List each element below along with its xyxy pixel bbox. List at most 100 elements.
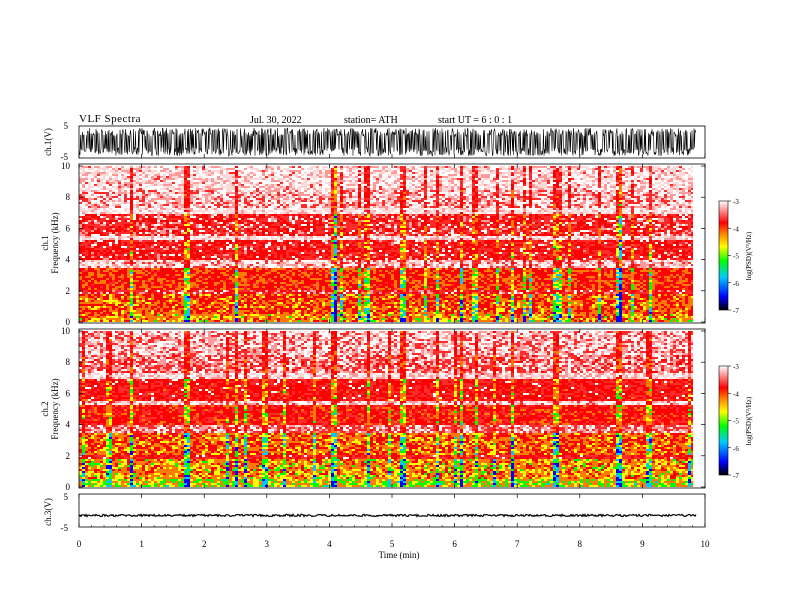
spectrogram-cell: [166, 236, 169, 238]
spectrogram-cell: [172, 260, 175, 262]
spectrogram-cell: [154, 228, 157, 230]
spectrogram-cell: [112, 168, 115, 170]
spectrogram-cell: [265, 252, 268, 254]
spectrogram-cell: [253, 232, 256, 234]
spectrogram-cell: [265, 254, 268, 256]
spectrogram-cell: [268, 198, 271, 200]
spectrogram-cell: [85, 188, 88, 190]
spectrogram-cell: [91, 228, 94, 230]
spectrogram-cell: [133, 306, 136, 308]
spectrogram-cell: [82, 226, 85, 228]
spectrogram-cell: [229, 210, 232, 212]
spectrogram-cell: [88, 220, 91, 222]
spectrogram-cell: [190, 314, 193, 316]
spectrogram-cell: [199, 198, 202, 200]
spectrogram-cell: [214, 314, 217, 316]
spectrogram-cell: [145, 266, 148, 268]
spectrogram-cell: [163, 192, 166, 194]
spectrogram-cell: [109, 218, 112, 220]
spectrogram-cell: [91, 308, 94, 310]
spectrogram-cell: [217, 302, 220, 304]
spectrogram-cell: [184, 190, 187, 192]
spectrogram-cell: [271, 312, 274, 314]
spectrogram-cell: [118, 312, 121, 314]
spectrogram-cell: [250, 308, 253, 310]
spectrogram-cell: [172, 190, 175, 192]
spectrogram-cell: [196, 198, 199, 200]
spectrogram-cell: [151, 262, 154, 264]
spectrogram-cell: [244, 294, 247, 296]
spectrogram-cell: [91, 232, 94, 234]
spectrogram-cell: [94, 316, 97, 318]
spectrogram-cell: [163, 246, 166, 248]
spectrogram-cell: [253, 294, 256, 296]
spectrogram-cell: [142, 176, 145, 178]
spectrogram-cell: [100, 320, 103, 322]
spectrogram-cell: [196, 178, 199, 180]
spectrogram-cell: [94, 222, 97, 224]
spectrogram-cell: [193, 258, 196, 260]
spectrogram-cell: [217, 238, 220, 240]
spectrogram-cell: [130, 166, 133, 168]
spectrogram-cell: [100, 312, 103, 314]
spectrogram-cell: [163, 234, 166, 236]
spectrogram-cell: [265, 220, 268, 222]
spectrogram-cell: [205, 266, 208, 268]
spectrogram-cell: [196, 232, 199, 234]
spectrogram-cell: [82, 166, 85, 168]
spectrogram-cell: [148, 220, 151, 222]
spectrogram-cell: [91, 250, 94, 252]
spectrogram-cell: [133, 284, 136, 286]
spectrogram-cell: [145, 256, 148, 258]
spectrogram-cell: [82, 212, 85, 214]
spectrogram-cell: [283, 292, 286, 294]
spectrogram-cell: [172, 298, 175, 300]
spectrogram-cell: [205, 314, 208, 316]
spectrogram-cell: [133, 184, 136, 186]
spectrogram-cell: [202, 228, 205, 230]
spectrogram-cell: [166, 244, 169, 246]
spectrogram-cell: [244, 246, 247, 248]
spectrogram-cell: [205, 202, 208, 204]
spectrogram-cell: [214, 228, 217, 230]
spectrogram-cell: [130, 316, 133, 318]
spectrogram-cell: [88, 172, 91, 174]
spectrogram-cell: [151, 282, 154, 284]
spectrogram-cell: [79, 236, 82, 238]
spectrogram-cell: [211, 180, 214, 182]
spectrogram-cell: [304, 262, 307, 264]
spectrogram-cell: [166, 214, 169, 216]
spectrogram-cell: [127, 232, 130, 234]
spectrogram-cell: [232, 232, 235, 234]
spectrogram-cell: [217, 210, 220, 212]
spectrogram-cell: [283, 318, 286, 320]
spectrogram-cell: [268, 192, 271, 194]
spectrogram-cell: [226, 200, 229, 202]
spectrogram-cell: [199, 280, 202, 282]
spectrogram-cell: [304, 232, 307, 234]
spectrogram-cell: [202, 224, 205, 226]
spectrogram-cell: [229, 284, 232, 286]
spectrogram-cell: [208, 238, 211, 240]
spectrogram-cell: [145, 194, 148, 196]
spectrogram-cell: [256, 218, 259, 220]
spectrogram-cell: [109, 290, 112, 292]
spectrogram-cell: [187, 200, 190, 202]
spectrogram-cell: [226, 216, 229, 218]
spectrogram-cell: [298, 268, 301, 270]
spectrogram-cell: [280, 314, 283, 316]
spectrogram-cell: [181, 254, 184, 256]
spectrogram-cell: [115, 300, 118, 302]
spectrogram-cell: [178, 298, 181, 300]
spectrogram-cell: [247, 252, 250, 254]
spectrogram-cell: [181, 208, 184, 210]
spectrogram-cell: [280, 180, 283, 182]
spectrogram-cell: [154, 256, 157, 258]
spectrogram-cell: [253, 218, 256, 220]
spectrogram-cell: [127, 320, 130, 322]
spectrogram-cell: [193, 312, 196, 314]
spectrogram-cell: [283, 236, 286, 238]
spectrogram-cell: [172, 252, 175, 254]
spectrogram-cell: [178, 190, 181, 192]
spectrogram-cell: [208, 224, 211, 226]
